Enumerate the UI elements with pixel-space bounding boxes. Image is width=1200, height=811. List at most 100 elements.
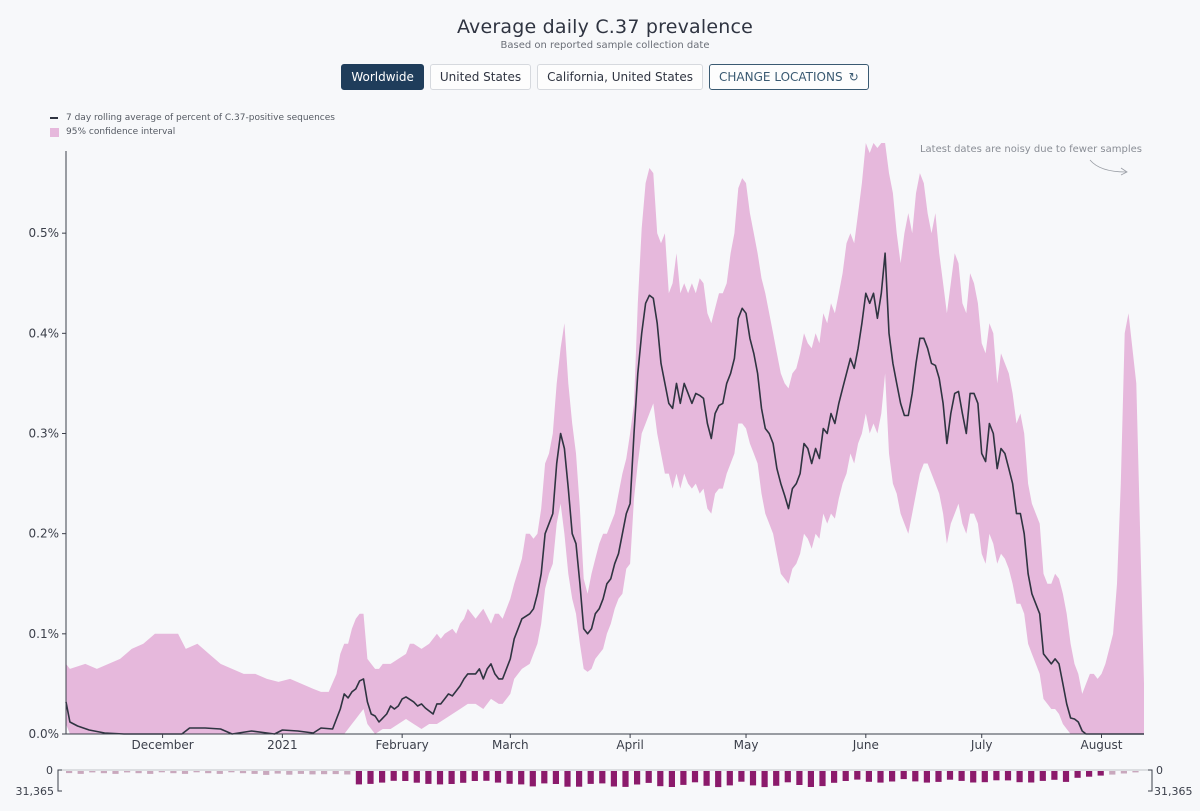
count-bar: [970, 771, 977, 783]
location-selector: Worldwide United States California, Unit…: [0, 64, 1200, 90]
count-bar: [135, 771, 142, 774]
count-bar: [506, 771, 513, 784]
chart-title: Average daily C.37 prevalence: [456, 16, 754, 38]
chart-legend: 7 day rolling average of percent of C.37…: [50, 111, 335, 139]
location-button-worldwide[interactable]: Worldwide: [341, 64, 424, 90]
count-bar: [610, 771, 617, 787]
count-bar: [946, 771, 954, 780]
count-bar: [529, 771, 536, 787]
count-bar: [726, 771, 733, 786]
count-bar: [1039, 771, 1046, 781]
count-bar: [819, 771, 826, 787]
count-bar: [483, 771, 490, 781]
count-bar: [796, 771, 803, 785]
rolling-average-line: [65, 252, 1144, 735]
count-scale-left: [57, 769, 62, 792]
count-bar: [912, 771, 919, 782]
count-bar: [286, 771, 293, 775]
count-bar: [865, 771, 872, 782]
x-tick-label: June: [852, 738, 879, 752]
legend-band-swatch: [50, 127, 59, 137]
count-bar: [321, 771, 328, 775]
count-bar: [413, 771, 420, 783]
count-bar: [680, 771, 687, 785]
count-bar: [1004, 771, 1012, 781]
count-bar: [89, 771, 96, 773]
count-bar: [773, 771, 780, 786]
count-bar: [738, 771, 745, 782]
count-bar: [842, 771, 849, 781]
count-bar: [124, 771, 131, 773]
legend-item-line: 7 day rolling average of percent of C.37…: [50, 111, 335, 125]
count-scale-right: [1148, 769, 1153, 792]
annotation-arrowhead: [1120, 167, 1128, 176]
count-bar: [170, 771, 177, 774]
count-bar: [390, 771, 397, 781]
location-button-california[interactable]: California, United States: [537, 64, 704, 90]
count-bar: [657, 771, 664, 787]
count-bar: [923, 771, 930, 783]
count-bar: [587, 771, 594, 784]
count-bar: [576, 771, 583, 787]
count-scale-top-label: 0: [46, 764, 53, 777]
x-tick-label: April: [616, 738, 643, 752]
count-bar: [1016, 771, 1023, 783]
y-tick-label: 0.1%: [29, 627, 60, 641]
count-scale-top-right-label: 0: [1156, 764, 1163, 777]
change-locations-label: CHANGE LOCATIONS: [719, 70, 843, 84]
location-button-united-states[interactable]: United States: [429, 64, 532, 90]
count-bar: [749, 771, 757, 786]
x-tick-label: December: [131, 738, 193, 752]
legend-item-band: 95% confidence interval: [50, 125, 335, 139]
count-bar: [1132, 771, 1139, 773]
count-bar: [355, 771, 362, 785]
count-bar: [436, 771, 444, 785]
y-tick-label: 0.2%: [29, 527, 60, 541]
count-bar: [831, 771, 838, 783]
count-scale-bottom-label: 31,365: [16, 785, 55, 798]
count-bar: [494, 771, 502, 783]
count-bar: [158, 771, 165, 773]
count-bar: [784, 771, 791, 783]
count-bar: [228, 771, 235, 773]
count-bar: [460, 771, 467, 783]
confidence-band: [66, 143, 1144, 734]
y-tick-label: 0.5%: [29, 226, 60, 240]
count-bar: [181, 771, 189, 774]
count-bar: [297, 771, 304, 774]
count-bar: [1120, 771, 1127, 774]
count-bar: [379, 771, 386, 783]
x-tick-label: 2021: [267, 738, 298, 752]
count-bar: [807, 771, 814, 787]
count-bar: [205, 771, 212, 774]
y-tick-label: 0.4%: [29, 326, 60, 340]
count-bar: [193, 771, 200, 773]
count-bar: [471, 771, 478, 781]
count-bar: [981, 771, 988, 783]
change-locations-button[interactable]: CHANGE LOCATIONS ↻: [709, 64, 869, 90]
count-bar: [552, 771, 559, 784]
count-bar: [344, 771, 351, 775]
count-bar: [691, 771, 699, 783]
count-bar: [66, 771, 73, 774]
noisy-dates-annotation: Latest dates are noisy due to fewer samp…: [920, 144, 1142, 155]
count-bar: [147, 771, 154, 774]
y-tick-label: 0.3%: [29, 426, 60, 440]
count-bar: [877, 771, 884, 783]
x-tick-label: March: [492, 738, 529, 752]
x-tick-label: May: [734, 738, 759, 752]
count-bar: [854, 771, 861, 780]
legend-line-swatch: [50, 117, 58, 119]
legend-line-label: 7 day rolling average of percent of C.37…: [66, 113, 335, 123]
legend-band-label: 95% confidence interval: [66, 127, 176, 137]
count-bar: [1086, 771, 1093, 777]
count-bar: [993, 771, 1000, 781]
count-bar: [239, 771, 247, 774]
count-bar: [634, 771, 641, 785]
count-bar: [1074, 771, 1081, 778]
y-tick-label: 0.0%: [29, 727, 60, 741]
count-bar: [715, 771, 722, 788]
count-bar: [251, 771, 258, 774]
count-bar: [889, 771, 896, 782]
